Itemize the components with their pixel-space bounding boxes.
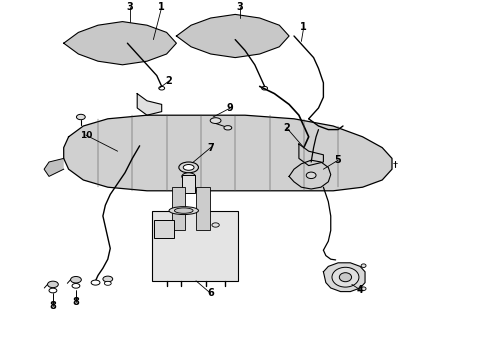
Ellipse shape [104,282,111,285]
Text: 3: 3 [237,2,244,12]
Bar [196,187,210,230]
Polygon shape [137,94,162,115]
Polygon shape [64,115,392,191]
Ellipse shape [91,280,100,285]
Ellipse shape [183,165,194,170]
Ellipse shape [182,173,196,180]
Ellipse shape [49,288,57,293]
Ellipse shape [224,126,232,130]
Polygon shape [289,160,331,189]
Ellipse shape [103,276,113,282]
Ellipse shape [72,284,80,288]
Ellipse shape [361,264,366,267]
Ellipse shape [71,276,81,283]
Text: 2: 2 [166,76,172,86]
Ellipse shape [339,273,352,282]
Ellipse shape [179,162,198,173]
Ellipse shape [332,267,359,287]
Polygon shape [299,144,323,166]
Ellipse shape [76,114,85,120]
Text: 1: 1 [300,22,307,32]
Text: 2: 2 [283,123,290,133]
Ellipse shape [361,287,366,291]
Text: 7: 7 [207,143,214,153]
Text: 5: 5 [335,155,342,165]
Bar [172,187,185,230]
Text: 8: 8 [49,301,56,311]
Text: 9: 9 [227,103,234,113]
Polygon shape [44,158,64,176]
Polygon shape [176,14,289,58]
Text: 8: 8 [73,297,79,307]
Ellipse shape [212,223,220,227]
Polygon shape [323,263,365,292]
Text: 3: 3 [126,2,133,12]
Bar [152,211,238,281]
Bar [154,220,174,238]
Polygon shape [64,22,176,65]
Text: 10: 10 [79,130,92,139]
Text: 1: 1 [158,2,165,12]
Bar [182,175,195,193]
Ellipse shape [169,207,198,215]
Ellipse shape [210,118,221,123]
Ellipse shape [48,281,58,288]
Text: 6: 6 [207,288,214,298]
Text: 4: 4 [357,285,364,295]
Ellipse shape [306,172,316,179]
Ellipse shape [174,208,193,213]
